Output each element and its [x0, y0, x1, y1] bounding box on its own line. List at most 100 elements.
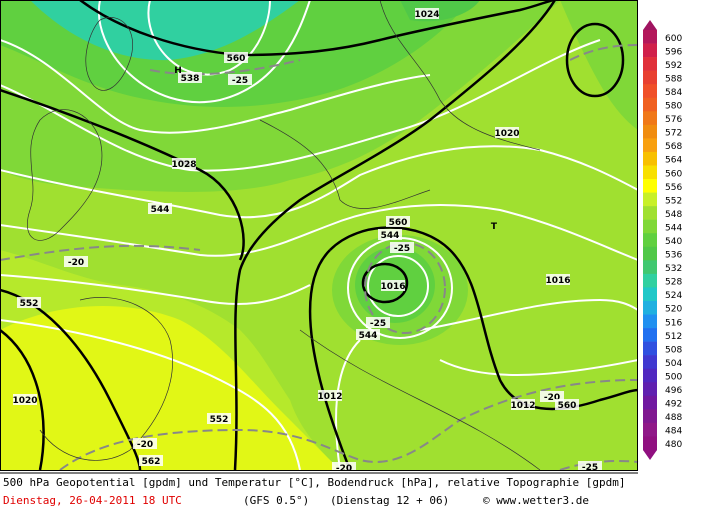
map-frame	[0, 0, 638, 471]
label-box	[332, 462, 356, 473]
colorbar-swatch	[643, 70, 657, 85]
colorbar-swatch	[643, 30, 657, 44]
colorbar-swatch	[643, 395, 657, 410]
label-box	[224, 52, 248, 63]
coastlines	[27, 0, 541, 471]
label-box	[495, 127, 519, 138]
colorbar-swatch	[643, 219, 657, 234]
map-label: 1028	[171, 160, 196, 170]
colorbar-label: 536	[665, 251, 682, 261]
map-label: -20	[68, 258, 84, 268]
colorbar-swatch	[643, 260, 657, 275]
map-label: 1012	[510, 401, 535, 411]
colorbar-label: 540	[665, 237, 682, 247]
colorbar-swatch	[643, 300, 657, 315]
colorbar: 600 596 592 588 584 580 576 572 568 564 560 556 552 5…	[643, 30, 682, 451]
map-label: 552	[20, 299, 39, 309]
colorbar-label: 592	[665, 61, 682, 71]
map-label: 560	[227, 54, 246, 64]
label-box	[555, 399, 579, 410]
colorbar-swatch	[643, 382, 657, 397]
colorbar-label: 524	[665, 291, 682, 301]
colorbar-label: 552	[665, 196, 682, 206]
map-label: T	[491, 222, 498, 232]
colorbar-label: 548	[665, 210, 682, 220]
colorbar-swatch	[643, 165, 657, 180]
colorbar-label: 544	[665, 223, 682, 233]
footer-run: (Dienstag 12 + 06)	[330, 494, 449, 507]
colorbar-label: 508	[665, 345, 682, 355]
colorbar-label: 572	[665, 129, 682, 139]
colorbar-swatch	[643, 97, 657, 112]
map-label: 1024	[414, 10, 439, 20]
colorbar-swatch	[643, 57, 657, 71]
map-label: 1016	[545, 276, 570, 286]
label-box	[133, 438, 157, 449]
colorbar-swatch	[643, 84, 657, 99]
colorbar-label: 596	[665, 47, 682, 57]
colorbar-label: 484	[665, 427, 682, 437]
label-box	[318, 390, 342, 401]
label-box	[139, 455, 163, 466]
label-box	[172, 158, 196, 169]
colorbar-label: 492	[665, 400, 682, 410]
label-box	[178, 72, 202, 83]
map-label: -20	[336, 464, 352, 474]
label-box	[386, 216, 410, 227]
label-box	[13, 394, 37, 405]
colorbar-swatch	[643, 233, 657, 248]
label-box	[546, 274, 570, 285]
map-label: H	[174, 66, 182, 76]
map-label: 544	[151, 205, 170, 215]
label-box	[381, 280, 405, 291]
colorbar-label: 576	[665, 115, 682, 125]
colorbar-swatch	[643, 368, 657, 383]
label-box	[366, 317, 390, 328]
map-label: 1016	[380, 282, 405, 292]
colorbar-label: 600	[665, 34, 682, 44]
footer-date: Dienstag, 26-04-2011 18 UTC	[3, 494, 182, 507]
colorbar-label: 520	[665, 305, 682, 315]
colorbar-label: 532	[665, 264, 682, 274]
colorbar-label: 516	[665, 318, 682, 328]
colorbar-swatch	[643, 43, 657, 58]
colorbar-label: 580	[665, 102, 682, 112]
colorbar-swatch	[643, 314, 657, 329]
colorbar-swatch	[643, 355, 657, 370]
field-544	[560, 0, 638, 130]
colorbar-label: 512	[665, 332, 682, 342]
footer-model: (GFS 0.5°)	[243, 494, 309, 507]
map-label: 552	[210, 415, 229, 425]
field-532	[30, 0, 300, 61]
colorbar-label: 556	[665, 183, 682, 193]
footer-description: 500 hPa Geopotential [gpdm] und Temperat…	[3, 476, 626, 489]
colorbar-label: 568	[665, 142, 682, 152]
label-box	[511, 399, 535, 410]
colorbar-swatch	[643, 341, 657, 356]
label-box	[17, 297, 41, 308]
label-box	[207, 413, 231, 424]
colorbar-swatch	[643, 138, 657, 153]
label-box	[540, 391, 564, 402]
colorbar-arrow	[643, 20, 657, 30]
colorbar-swatch	[643, 179, 657, 193]
map-label: -25	[232, 76, 248, 86]
colorbar-swatch	[643, 192, 657, 207]
map-label: 560	[558, 401, 577, 411]
label-box	[148, 203, 172, 214]
colorbar-label: 584	[665, 88, 682, 98]
map-label: -25	[582, 463, 598, 473]
map-label: -25	[394, 244, 410, 254]
colorbar-label: 528	[665, 278, 682, 288]
colorbar-swatch	[643, 409, 657, 424]
colorbar-swatch	[643, 436, 657, 451]
map-label: 544	[359, 331, 378, 341]
map-label: 1020	[12, 396, 37, 406]
label-box	[228, 74, 252, 85]
colorbar-swatch	[643, 111, 657, 126]
colorbar-swatch	[643, 246, 657, 261]
label-box	[356, 329, 380, 340]
